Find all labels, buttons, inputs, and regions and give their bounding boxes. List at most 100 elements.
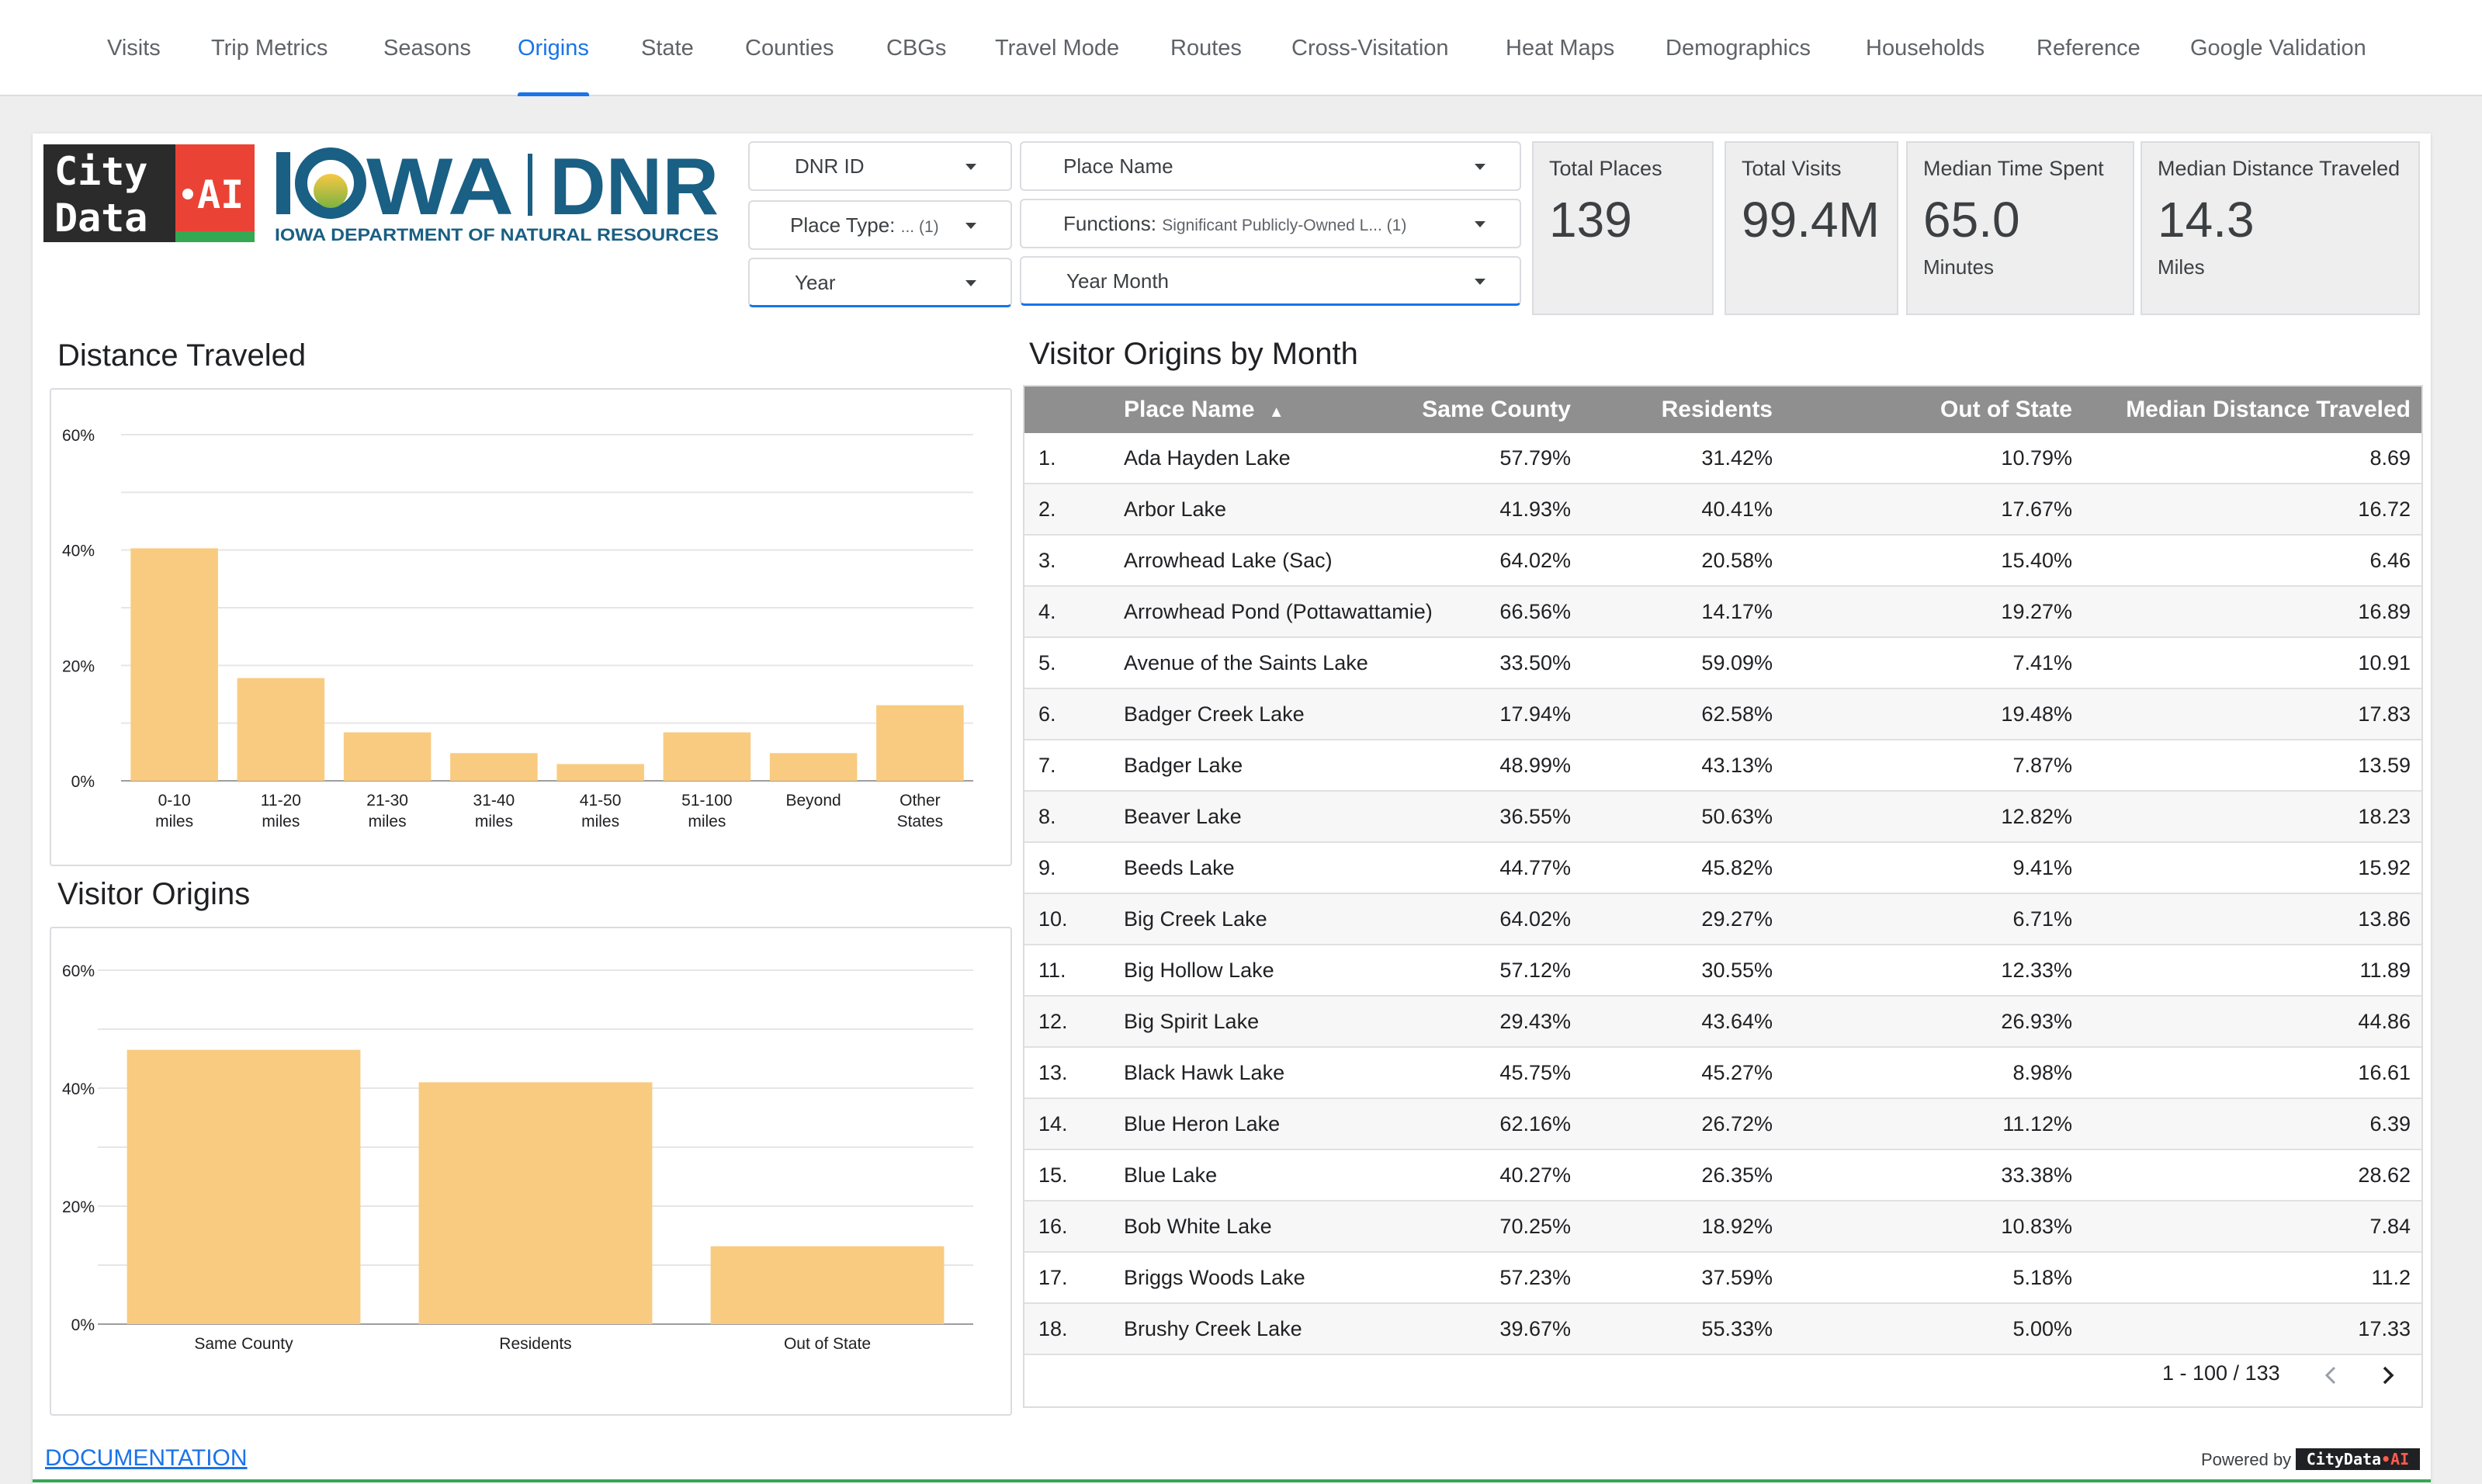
tab-trip-metrics[interactable]: Trip Metrics — [211, 36, 328, 61]
row-place-name: Blue Lake — [1124, 1163, 1218, 1187]
x-tick-label: 51-100 miles — [681, 792, 732, 830]
table-row[interactable]: 17. Briggs Woods Lake 57.23% 37.59% 5.18% 11.… — [1024, 1253, 2421, 1304]
previous-page-icon[interactable] — [2322, 1364, 2341, 1386]
bar[interactable] — [556, 764, 644, 781]
place-type-filter[interactable]: Place Type: ... (1) — [748, 200, 1012, 250]
table-row[interactable]: 16. Bob White Lake 70.25% 18.92% 10.83% 7.84 — [1024, 1201, 2421, 1253]
year-filter[interactable]: Year — [748, 258, 1012, 307]
bar[interactable] — [450, 753, 538, 781]
tab-travel-mode[interactable]: Travel Mode — [995, 36, 1120, 61]
table-row[interactable]: 18. Brushy Creek Lake 39.67% 55.33% 5.00% 17.… — [1024, 1304, 2421, 1355]
row-index: 1. — [1038, 446, 1056, 470]
functions-filter-value: Significant Publicly-Owned L... (1) — [1162, 217, 1407, 234]
row-median-distance: 18.23 — [2358, 805, 2411, 828]
row-median-distance: 16.89 — [2358, 600, 2411, 623]
row-same-county: 64.02% — [1499, 549, 1571, 572]
row-out-of-state: 6.71% — [2012, 907, 2072, 931]
row-residents: 59.09% — [1701, 651, 1773, 674]
chevron-down-icon — [965, 280, 976, 286]
row-index: 16. — [1038, 1215, 1068, 1238]
row-residents: 62.58% — [1701, 702, 1773, 726]
bar[interactable] — [418, 1082, 653, 1324]
tab-reference[interactable]: Reference — [2037, 36, 2141, 61]
row-index: 9. — [1038, 856, 1056, 879]
row-median-distance: 16.61 — [2358, 1061, 2411, 1084]
tab-google-validation[interactable]: Google Validation — [2190, 36, 2366, 61]
row-residents: 26.35% — [1701, 1163, 1773, 1187]
tab-cbgs[interactable]: CBGs — [886, 36, 947, 61]
dnr-id-filter[interactable]: DNR ID — [748, 141, 1012, 191]
row-out-of-state: 8.98% — [2012, 1061, 2072, 1084]
table-row[interactable]: 12. Big Spirit Lake 29.43% 43.64% 26.93% 44.8… — [1024, 997, 2421, 1048]
tab-households[interactable]: Households — [1866, 36, 1985, 61]
tab-state[interactable]: State — [641, 36, 694, 61]
table-row[interactable]: 14. Blue Heron Lake 62.16% 26.72% 11.12% 6.39 — [1024, 1099, 2421, 1150]
column-header-same-county[interactable]: Same County — [1422, 397, 1571, 422]
dnr-logo-subtitle: IOWA DEPARTMENT OF NATURAL RESOURCES — [275, 225, 719, 244]
bar[interactable] — [237, 678, 325, 781]
tab-counties[interactable]: Counties — [745, 36, 834, 61]
citydata-logo: City Data AI — [43, 144, 255, 242]
table-row[interactable]: 2. Arbor Lake 41.93% 40.41% 17.67% 16.72 — [1024, 484, 2421, 536]
row-median-distance: 7.84 — [2369, 1215, 2411, 1238]
tab-cross-visitation[interactable]: Cross-Visitation — [1291, 36, 1449, 61]
bar[interactable] — [710, 1246, 945, 1324]
iowa-dnr-logo: WA DNR IOWA DEPARTMENT OF NATURAL RESOUR… — [275, 144, 719, 244]
column-header-residents[interactable]: Residents — [1661, 397, 1773, 422]
table-row[interactable]: 4. Arrowhead Pond (Pottawattamie) 66.56% 14… — [1024, 587, 2421, 638]
bar[interactable] — [130, 548, 218, 781]
column-header-median-distance[interactable]: Median Distance Traveled — [2126, 397, 2411, 422]
table-row[interactable]: 1. Ada Hayden Lake 57.79% 31.42% 10.79% 8.69 — [1024, 433, 2421, 484]
bar[interactable] — [663, 732, 751, 781]
x-tick-label: Other States — [897, 792, 944, 830]
table-row[interactable]: 13. Black Hawk Lake 45.75% 45.27% 8.98% 16.61 — [1024, 1048, 2421, 1099]
citydata-logo-line2: Data — [54, 196, 147, 241]
kpi-label: Total Visits — [1742, 157, 1842, 180]
table-row[interactable]: 11. Big Hollow Lake 57.12% 30.55% 12.33% 11.8… — [1024, 945, 2421, 997]
kpi-label: Median Distance Traveled — [2158, 157, 2401, 180]
kpi-value: 65.0 — [1923, 192, 2020, 248]
table-row[interactable]: 6. Badger Creek Lake 17.94% 62.58% 19.48% 17.… — [1024, 689, 2421, 740]
row-place-name: Arbor Lake — [1124, 498, 1227, 521]
table-row[interactable]: 9. Beeds Lake 44.77% 45.82% 9.41% 15.92 — [1024, 843, 2421, 894]
table-row[interactable]: 5. Avenue of the Saints Lake 33.50% 59.09% 7… — [1024, 638, 2421, 689]
tab-seasons[interactable]: Seasons — [383, 36, 471, 61]
tab-visits[interactable]: Visits — [107, 36, 161, 61]
bar[interactable] — [769, 753, 858, 781]
tab-routes[interactable]: Routes — [1170, 36, 1242, 61]
column-header-place-name[interactable]: Place Name ▲ — [1124, 397, 1284, 422]
row-place-name: Arrowhead Pond (Pottawattamie) — [1124, 600, 1433, 623]
visitor-origins-chart-box: 0% 20% 40% 60% Same County Residents Out of St… — [50, 927, 1012, 1416]
row-index: 5. — [1038, 651, 1056, 674]
table-row[interactable]: 10. Big Creek Lake 64.02% 29.27% 6.71% 13.86 — [1024, 894, 2421, 945]
table-row[interactable]: 3. Arrowhead Lake (Sac) 64.02% 20.58% 15.40%… — [1024, 536, 2421, 587]
row-place-name: Beeds Lake — [1124, 856, 1235, 879]
citydata-logo-line1: City — [54, 149, 147, 194]
place-name-filter[interactable]: Place Name — [1020, 141, 1521, 191]
bar[interactable] — [876, 705, 964, 781]
kpi-value: 99.4M — [1742, 192, 1880, 248]
row-place-name: Blue Heron Lake — [1124, 1112, 1281, 1136]
y-tick-label: 60% — [62, 427, 95, 445]
documentation-link[interactable]: DOCUMENTATION — [45, 1445, 248, 1471]
functions-filter[interactable]: Functions: Significant Publicly-Owned L.… — [1020, 199, 1521, 248]
kpi-value: 14.3 — [2158, 192, 2255, 248]
tab-demographics[interactable]: Demographics — [1666, 36, 1811, 61]
table-row[interactable]: 7. Badger Lake 48.99% 43.13% 7.87% 13.59 — [1024, 740, 2421, 792]
row-same-county: 29.43% — [1499, 1010, 1571, 1033]
distance-traveled-chart-box: 0% 20% 40% 60% 0-10 miles 11-20 miles 21-30 miles… — [50, 388, 1012, 866]
row-median-distance: 17.83 — [2358, 702, 2411, 726]
tab-heat-maps[interactable]: Heat Maps — [1506, 36, 1615, 61]
bar[interactable] — [127, 1049, 361, 1324]
next-page-icon[interactable] — [2378, 1364, 2397, 1386]
row-index: 2. — [1038, 498, 1056, 521]
year-month-filter[interactable]: Year Month — [1020, 256, 1521, 306]
column-header-out-of-state[interactable]: Out of State — [1940, 397, 2072, 422]
table-row[interactable]: 8. Beaver Lake 36.55% 50.63% 12.82% 18.23 — [1024, 792, 2421, 843]
row-same-county: 57.12% — [1499, 959, 1571, 982]
bar[interactable] — [343, 732, 432, 781]
kpi-total-places: Total Places 139 — [1532, 141, 1714, 315]
citydata-badge: CityData•AI — [2296, 1448, 2420, 1470]
tab-origins[interactable]: Origins — [518, 0, 589, 96]
table-row[interactable]: 15. Blue Lake 40.27% 26.35% 33.38% 28.62 — [1024, 1150, 2421, 1201]
